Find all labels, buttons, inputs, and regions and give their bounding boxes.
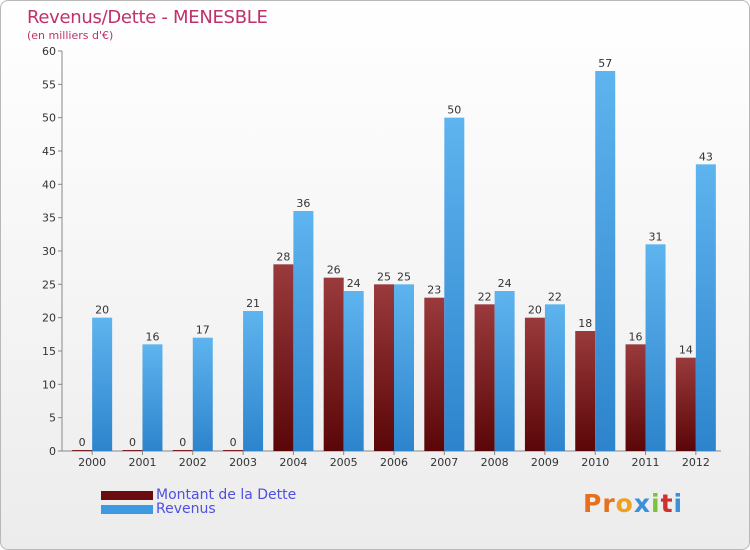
x-tick-label: 2006 — [380, 456, 408, 469]
legend-swatch-revenus — [101, 505, 153, 514]
x-tick-label: 2000 — [78, 456, 106, 469]
data-label: 0 — [179, 436, 186, 449]
bar-dette — [474, 304, 495, 451]
logo-letter: r — [602, 489, 616, 518]
bar-dette — [72, 450, 93, 451]
y-tick-label: 15 — [42, 345, 56, 358]
x-tick-label: 2005 — [330, 456, 358, 469]
x-tick-label: 2010 — [581, 456, 609, 469]
data-label: 16 — [629, 330, 643, 343]
bar-revenus — [343, 291, 364, 451]
bar-dette — [323, 277, 344, 451]
bar-dette — [675, 357, 696, 451]
logo-letter: t — [660, 489, 674, 518]
bar-dette — [273, 264, 294, 451]
logo-letter: i — [673, 489, 684, 518]
y-tick-label: 40 — [42, 178, 56, 191]
x-tick-label: 2007 — [430, 456, 458, 469]
y-tick-label: 35 — [42, 212, 56, 225]
y-tick-label: 10 — [42, 378, 56, 391]
data-label: 16 — [145, 330, 159, 343]
y-tick-label: 50 — [42, 112, 56, 125]
data-label: 0 — [129, 436, 136, 449]
y-tick-label: 20 — [42, 312, 56, 325]
x-tick-label: 2012 — [682, 456, 710, 469]
bar-dette — [625, 344, 646, 451]
y-tick-label: 30 — [42, 245, 56, 258]
bar-revenus — [293, 211, 314, 451]
data-label: 57 — [598, 57, 612, 70]
bar-dette — [575, 331, 596, 451]
y-tick-label: 5 — [49, 412, 56, 425]
bar-revenus — [394, 284, 414, 451]
x-tick-label: 2009 — [531, 456, 559, 469]
data-label: 17 — [196, 324, 210, 337]
chart-title: Revenus/Dette - MENESBLE — [27, 7, 268, 28]
data-label: 21 — [246, 297, 260, 310]
bar-dette — [122, 450, 143, 451]
x-tick-label: 2011 — [632, 456, 660, 469]
legend-label-revenus: Revenus — [156, 501, 216, 517]
bar-revenus — [444, 117, 465, 452]
bar-revenus — [192, 337, 213, 451]
bar-dette — [172, 450, 193, 451]
y-tick-label: 45 — [42, 145, 56, 158]
data-label: 0 — [230, 436, 237, 449]
proxiti-logo: Proxiti — [583, 489, 683, 518]
data-label: 20 — [95, 304, 109, 317]
logo-letter: i — [651, 489, 661, 518]
y-tick-label: 25 — [42, 278, 56, 291]
bar-dette — [524, 317, 545, 451]
y-tick-label: 0 — [49, 445, 56, 458]
data-label: 0 — [79, 436, 86, 449]
x-tick-label: 2002 — [179, 456, 207, 469]
bar-dette — [374, 284, 394, 451]
logo-letter: o — [615, 489, 634, 518]
bar-revenus — [544, 304, 565, 451]
y-tick-label: 60 — [42, 45, 56, 58]
data-label: 24 — [498, 277, 512, 290]
bar-revenus — [645, 244, 666, 451]
data-label: 14 — [679, 344, 693, 357]
data-label: 36 — [296, 197, 310, 210]
bar-revenus — [92, 317, 113, 451]
data-label: 26 — [327, 264, 341, 277]
chart-subtitle: (en milliers d'€) — [27, 29, 114, 42]
data-label: 18 — [578, 317, 592, 330]
bar-dette — [424, 297, 445, 451]
data-label: 31 — [649, 230, 663, 243]
x-tick-label: 2004 — [279, 456, 307, 469]
logo-letter: x — [633, 489, 651, 518]
data-label: 50 — [447, 104, 461, 117]
data-label: 23 — [427, 284, 441, 297]
bar-dette — [223, 450, 244, 451]
y-tick-label: 55 — [42, 78, 56, 91]
data-label: 20 — [528, 304, 542, 317]
legend-label-dette: Montant de la Dette — [156, 487, 297, 503]
data-label: 28 — [276, 250, 290, 263]
x-tick-label: 2003 — [229, 456, 257, 469]
data-label: 43 — [699, 150, 713, 163]
data-label: 25 — [397, 270, 411, 283]
logo-letter: P — [583, 489, 603, 518]
bar-revenus — [595, 71, 616, 451]
bar-revenus — [695, 164, 716, 452]
bar-revenus — [494, 291, 515, 451]
legend-swatch-dette — [101, 491, 153, 500]
data-label: 25 — [377, 270, 391, 283]
bar-revenus — [243, 311, 264, 451]
data-label: 22 — [548, 290, 562, 303]
data-label: 22 — [478, 290, 492, 303]
data-label: 24 — [347, 277, 361, 290]
plot-area: 0510152025303540455055602000020200101620… — [42, 45, 721, 469]
bar-revenus — [142, 344, 163, 451]
x-tick-label: 2001 — [128, 456, 156, 469]
x-tick-label: 2008 — [481, 456, 509, 469]
